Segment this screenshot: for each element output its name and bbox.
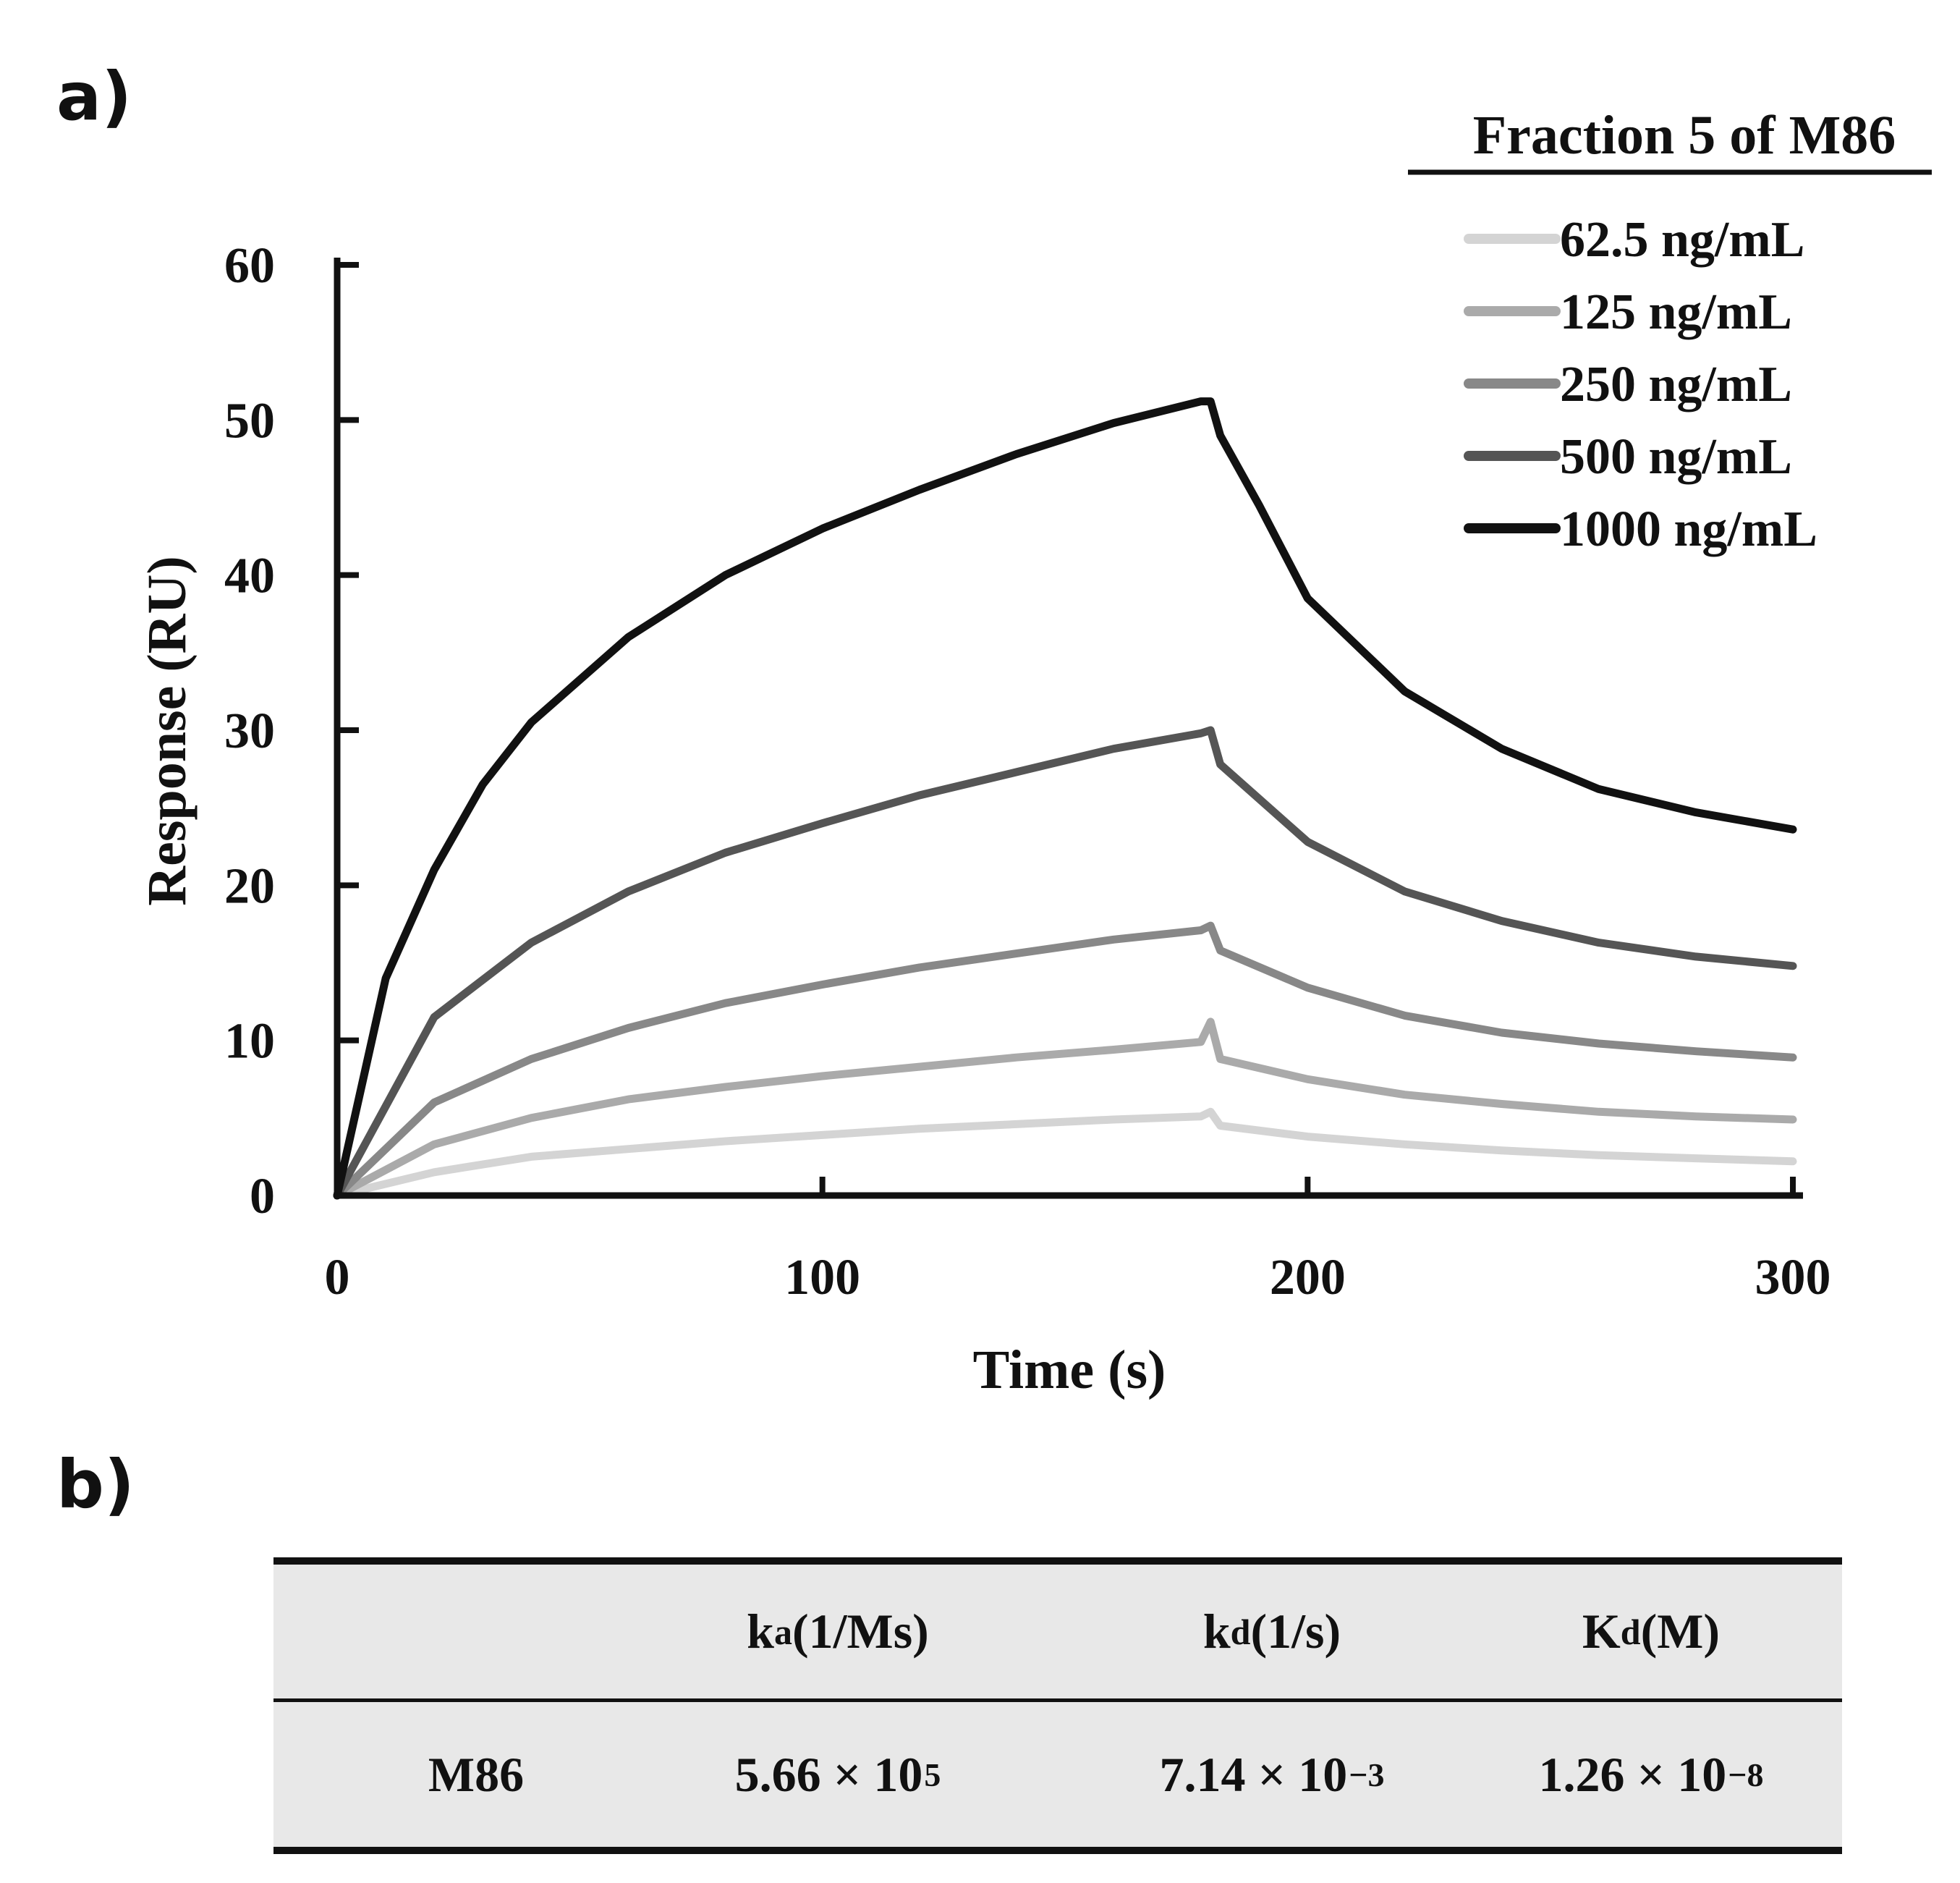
header-cell-empty [273,1565,679,1698]
header-KD-symbol: K [1582,1604,1621,1659]
x-tick-label-2: 200 [1270,1250,1346,1306]
legend-title: Fraction 5 of M86 [1473,105,1896,166]
series-line-0 [333,1107,1797,1200]
row-name: M86 [428,1746,525,1802]
x-tick-label-3: 300 [1755,1250,1831,1306]
y-tick-label-1: 10 [224,1014,275,1070]
y-tick-label-4: 40 [224,549,275,604]
series-line-4 [333,397,1797,1200]
header-kd-unit: (1/s) [1250,1604,1341,1659]
header-ka-symbol: k [747,1604,774,1659]
x-tick-label-1: 100 [784,1250,860,1306]
y-tick-label-2: 20 [224,858,275,914]
chart: 0 10 20 30 40 50 60 0 100 200 300 Time (s) Respon… [137,105,1932,1400]
x-tick-label-0: 0 [325,1250,350,1306]
y-tick-label-5: 50 [224,393,275,449]
x-axis-label: Time (s) [973,1340,1166,1400]
legend-label-4: 1000 ng/mL [1560,502,1817,557]
legend: Fraction 5 of M86 62.5 ng/mL 125 ng/mL 250… [1408,105,1932,557]
value-ka: 5.66 × 10 5 [635,1702,1040,1847]
value-KD-exponent: −8 [1728,1756,1764,1793]
panel-label-a: a) [56,58,132,135]
header-KD-unit: (M) [1640,1604,1721,1659]
panel-label-b: b) [56,1446,135,1523]
y-tick-label-3: 30 [224,703,275,759]
y-tick-label-6: 60 [224,238,275,294]
y-tick-label-0: 0 [250,1169,275,1224]
y-ticks: 0 10 20 30 40 50 60 [224,238,359,1224]
series-line-3 [333,726,1797,1200]
value-kd-mantissa: 7.14 × 10 [1159,1746,1348,1802]
legend-label-0: 62.5 ng/mL [1560,212,1804,268]
header-ka-subscript: a [774,1611,792,1652]
header-KD-subscript: d [1620,1611,1641,1652]
legend-label-1: 125 ng/mL [1560,284,1792,340]
value-ka-exponent: 5 [924,1756,941,1793]
y-axis-label: Response (RU) [137,556,198,905]
legend-label-3: 500 ng/mL [1560,429,1792,485]
value-ka-mantissa: 5.66 × 10 [734,1746,923,1802]
x-ticks: 0 100 200 300 [325,1177,1831,1306]
legend-items: 62.5 ng/mL 125 ng/mL 250 ng/mL 500 ng/mL 100… [1464,212,1817,557]
header-kd-symbol: k [1202,1604,1231,1659]
value-kd-exponent: −3 [1349,1756,1385,1793]
table-row: M86 5.66 × 10 5 7.14 × 10 −3 1.26 × 10 −8 [273,1702,1842,1847]
header-kd-subscript: d [1230,1611,1251,1652]
value-KD-mantissa: 1.26 × 10 [1538,1746,1727,1802]
series-layer [333,397,1797,1200]
value-kd: 7.14 × 10 −3 [1069,1702,1475,1847]
series-line-1 [333,1017,1797,1200]
series-line-2 [333,921,1797,1200]
value-KD: 1.26 × 10 −8 [1460,1702,1842,1847]
header-ka-unit: (1/Ms) [792,1604,929,1659]
legend-label-2: 250 ng/mL [1560,357,1792,412]
